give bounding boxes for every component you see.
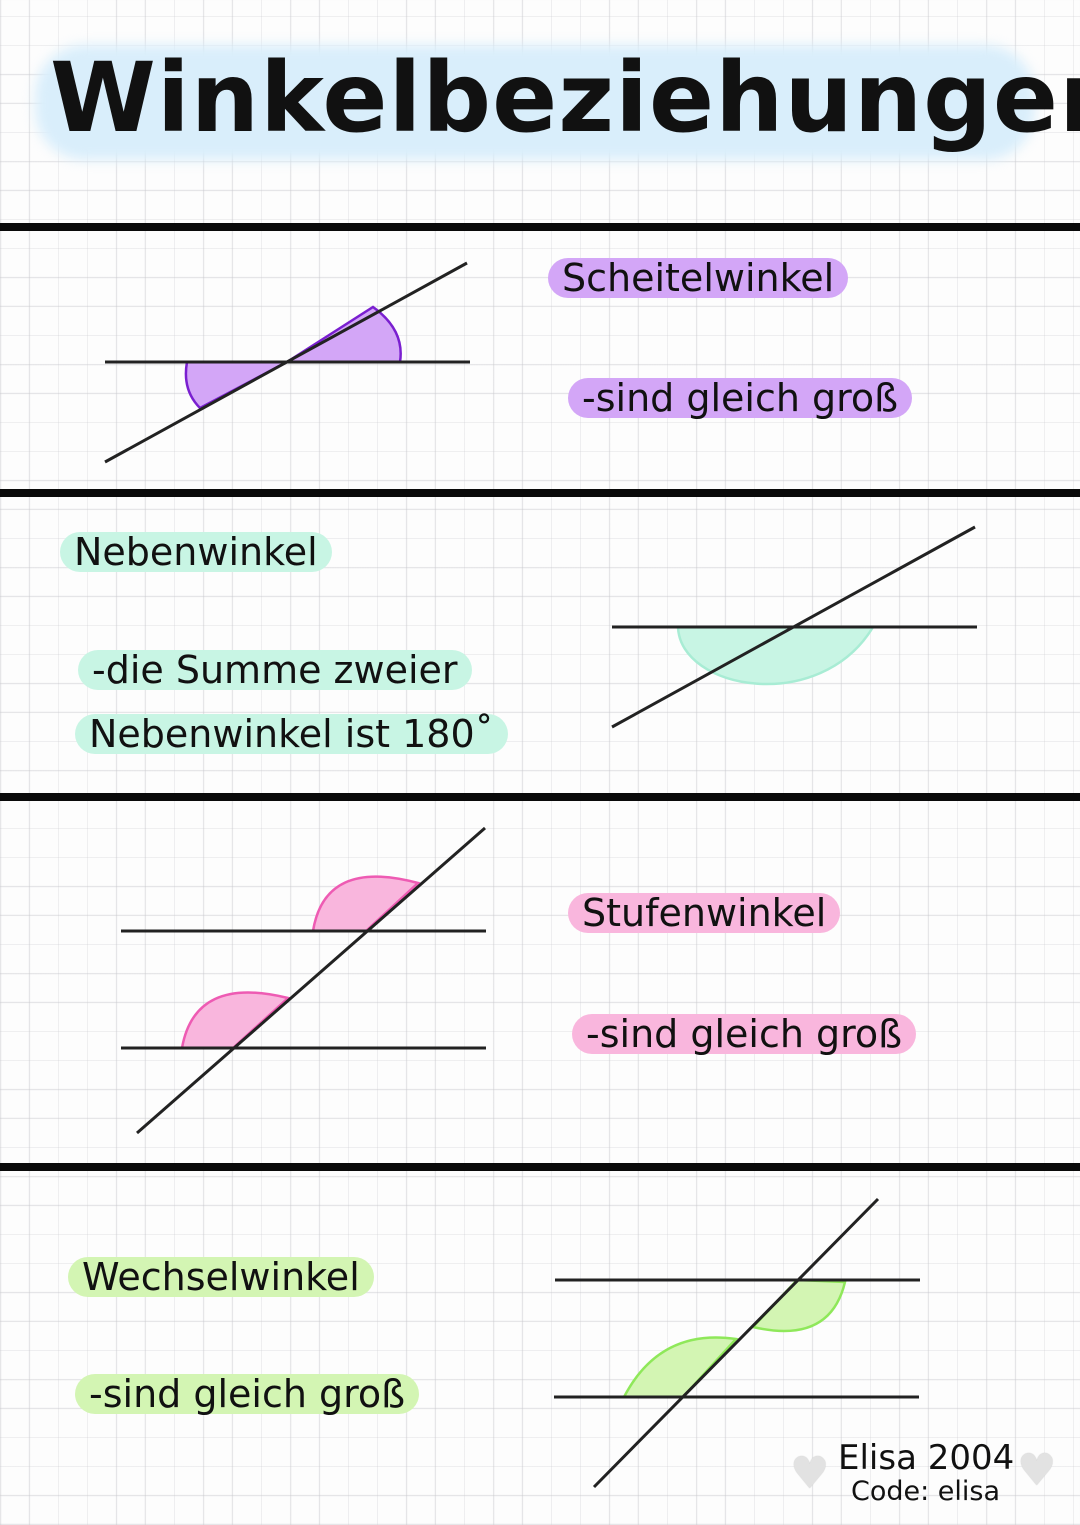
wechselwinkel-label: Wechselwinkel <box>68 1257 374 1297</box>
transversal <box>592 1197 880 1489</box>
stufenwinkel-diagram <box>121 826 486 1135</box>
page-title: Winkelbeziehungen <box>50 42 1080 154</box>
angle-arc <box>311 875 421 933</box>
nebenwinkel-diagram <box>611 525 977 729</box>
title-highlight <box>35 45 1035 160</box>
signature-name: Elisa 2004 <box>838 1438 1015 1478</box>
nebenwinkel-rule-line1: -die Summe zweier <box>78 650 472 690</box>
nebenwinkel-rule-line2: Nebenwinkel ist 180˚ <box>75 714 508 754</box>
nebenwinkel-label: Nebenwinkel <box>60 532 332 572</box>
signature-code: Code: elisa <box>851 1476 1001 1507</box>
wechselwinkel-rule: -sind gleich groß <box>75 1374 420 1414</box>
white-heart-icon: ♥ <box>790 1448 830 1499</box>
angle-arc <box>676 625 876 686</box>
divider <box>0 793 1080 801</box>
stufenwinkel-rule: -sind gleich groß <box>572 1014 917 1054</box>
divider <box>0 1163 1080 1171</box>
angle-arc <box>750 1278 847 1333</box>
transversal <box>104 261 468 464</box>
scheitelwinkel-rule: -sind gleich groß <box>568 378 913 418</box>
angle-arc <box>180 991 291 1050</box>
transversal <box>611 525 976 729</box>
scheitelwinkel-diagram <box>104 261 470 464</box>
transversal <box>136 826 486 1135</box>
wechselwinkel-diagram <box>554 1197 920 1489</box>
divider <box>0 489 1080 497</box>
stufenwinkel-label: Stufenwinkel <box>568 893 841 933</box>
angle-arc <box>621 1336 739 1399</box>
white-heart-icon: ♥ <box>1017 1445 1057 1496</box>
divider <box>0 223 1080 231</box>
scheitelwinkel-label: Scheitelwinkel <box>548 258 849 298</box>
